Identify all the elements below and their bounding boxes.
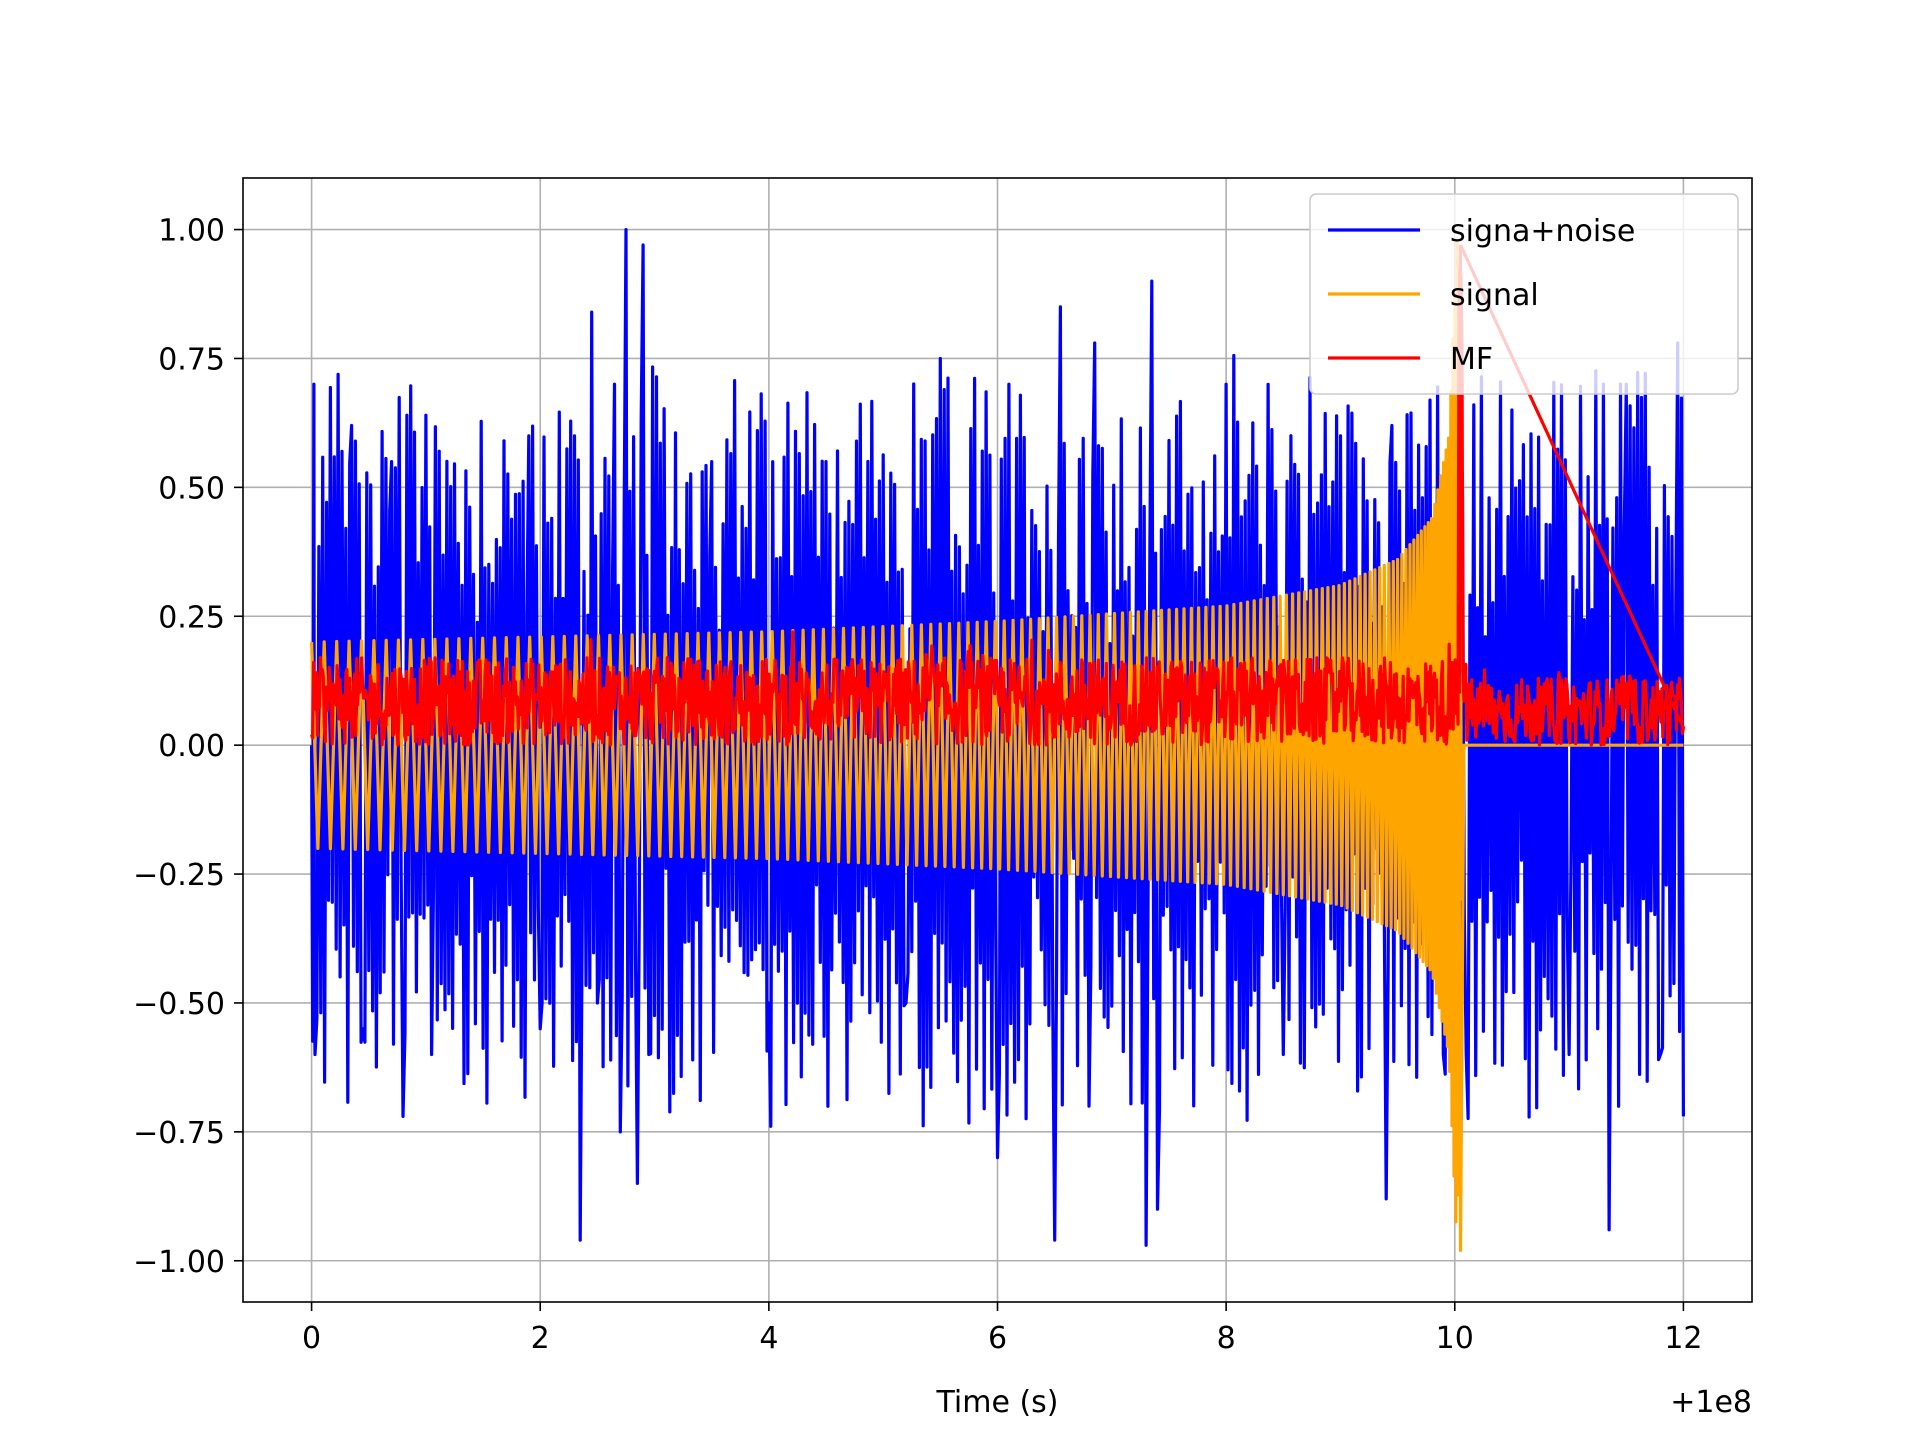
legend-box	[1309, 193, 1739, 395]
legend-label: signal	[1450, 278, 1539, 313]
y-tick-label: −0.25	[133, 858, 225, 893]
y-tick-label: 0.50	[158, 471, 225, 506]
x-tick-label: 2	[531, 1321, 550, 1356]
legend-label: signa+noise	[1450, 214, 1635, 249]
x-tick-label: 6	[988, 1321, 1007, 1356]
series-signal-line	[310, 238, 1684, 1253]
y-tick-label: −0.75	[133, 1116, 225, 1151]
x-tick-label: 0	[302, 1321, 321, 1356]
y-tick-label: 0.75	[158, 342, 225, 377]
y-tick-label: 1.00	[158, 214, 225, 249]
y-tick-label: −1.00	[133, 1245, 225, 1280]
legend: signa+noise signal MF	[1309, 193, 1739, 395]
x-axis-label: Time (s)	[936, 1385, 1059, 1420]
x-tick-label: 4	[759, 1321, 778, 1356]
y-tick-label: 0.00	[158, 729, 225, 764]
x-tick-label: 12	[1664, 1321, 1702, 1356]
y-tick-label: −0.50	[133, 987, 225, 1022]
x-tick-label: 8	[1217, 1321, 1236, 1356]
y-tick-label: 0.25	[158, 600, 225, 635]
x-tick-label: 10	[1436, 1321, 1474, 1356]
y-axis: 1.00 0.75 0.50 0.25 0.00 −0.25 −0.50 −0.75 −1.00	[133, 214, 243, 1280]
x-axis-offset-label: +1e8	[1670, 1385, 1752, 1420]
legend-label: MF	[1450, 342, 1493, 377]
x-axis: 0 2 4 6 8 10 12	[302, 1302, 1703, 1356]
series-mf-line	[310, 244, 1686, 747]
